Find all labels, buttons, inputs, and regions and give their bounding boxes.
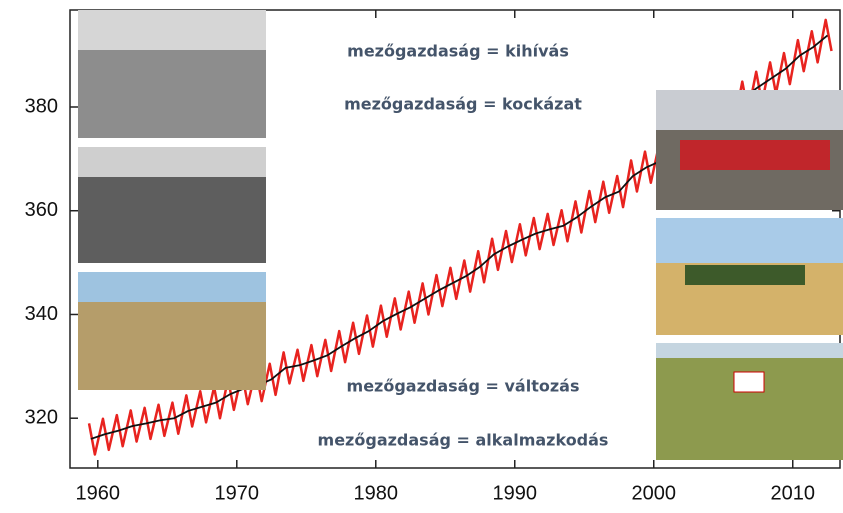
x-tick-label: 2000: [632, 482, 677, 504]
annotation: mezőgazdaság = változás: [347, 377, 580, 396]
photo-sky: [78, 147, 266, 177]
y-tick-label: 380: [25, 95, 58, 117]
photo: [656, 343, 843, 460]
y-tick-label: 340: [25, 303, 58, 325]
photos: [78, 10, 843, 460]
x-tick-label: 1990: [493, 482, 538, 504]
photo-sky: [656, 343, 843, 358]
x-tick-label: 2010: [770, 482, 815, 504]
photo-machine: [685, 265, 805, 285]
photo-sky: [78, 272, 266, 302]
photo-machine: [680, 140, 830, 170]
x-tick-label: 1980: [354, 482, 399, 504]
x-tick-label: 1970: [215, 482, 260, 504]
photo-sky: [656, 90, 843, 130]
photo-sign: [733, 371, 765, 393]
annotation: mezőgazdaság = alkalmazkodás: [318, 431, 609, 450]
annotation: mezőgazdaság = kihívás: [347, 42, 569, 61]
photo-sky: [78, 10, 266, 50]
annotation: mezőgazdaság = kockázat: [344, 95, 582, 114]
photo-sky: [656, 218, 843, 263]
y-tick-label: 320: [25, 406, 58, 428]
y-tick-label: 360: [25, 199, 58, 221]
x-tick-label: 1960: [76, 482, 121, 504]
